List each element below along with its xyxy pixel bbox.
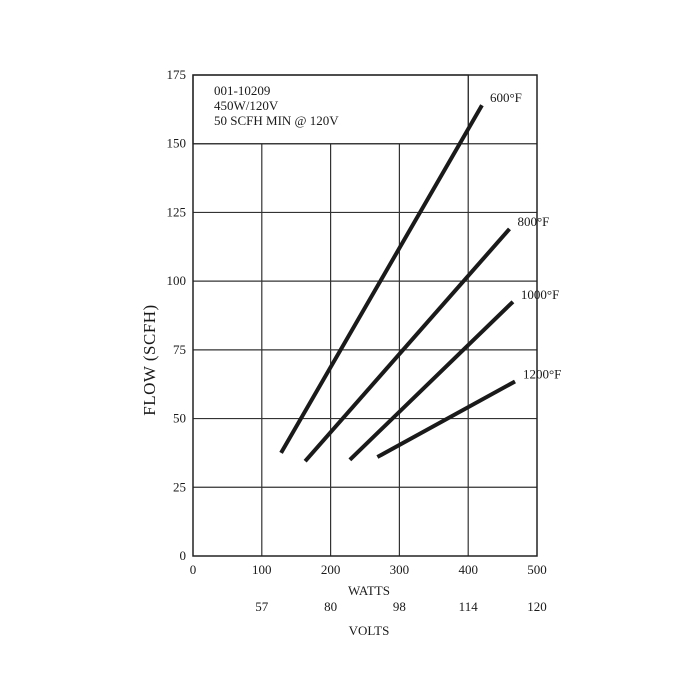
x-tick-labels: 0 100 200 300 400 500: [190, 562, 547, 577]
series-line: [303, 227, 511, 463]
series-line: [376, 379, 516, 459]
x-tick-label: 100: [252, 562, 272, 577]
y-tick-label: 100: [167, 273, 187, 288]
y-tick-label: 50: [173, 411, 186, 426]
y-tick-label: 150: [167, 136, 187, 151]
series-line: [279, 104, 484, 454]
volts-axis-title: VOLTS: [349, 623, 390, 638]
volts-tick-labels: 57 80 98 114 120: [255, 599, 546, 614]
y-tick-label: 0: [180, 548, 187, 563]
series-group: 600°F 800°F 1000°F 1200°F: [279, 90, 561, 463]
volts-tick-label: 120: [527, 599, 547, 614]
volts-tick-label: 80: [324, 599, 337, 614]
x-tick-label: 500: [527, 562, 547, 577]
x-tick-label: 0: [190, 562, 197, 577]
y-axis-title: FLOW (SCFH): [140, 304, 159, 415]
x-tick-label: 200: [321, 562, 341, 577]
x-axis-title: WATTS: [348, 583, 390, 598]
series-line: [348, 300, 515, 462]
plot-frame: [192, 74, 538, 557]
series-label: 1200°F: [523, 366, 561, 381]
y-tick-label: 25: [173, 479, 186, 494]
series-label: 600°F: [490, 90, 522, 105]
info-line-2: 450W/120V: [214, 98, 279, 113]
volts-tick-label: 114: [459, 599, 479, 614]
y-tick-labels: 0 25 50 75 100 125 150 175: [167, 67, 187, 563]
series-label: 800°F: [517, 214, 549, 229]
y-tick-label: 75: [173, 342, 186, 357]
y-tick-label: 125: [167, 204, 187, 219]
series-label: 1000°F: [521, 287, 559, 302]
volts-tick-label: 98: [393, 599, 406, 614]
x-tick-label: 300: [390, 562, 410, 577]
x-tick-label: 400: [458, 562, 478, 577]
y-tick-label: 175: [167, 67, 187, 82]
volts-tick-label: 57: [255, 599, 269, 614]
grid-lines: [193, 75, 537, 556]
info-line-1: 001-10209: [214, 83, 270, 98]
info-line-3: 50 SCFH MIN @ 120V: [214, 113, 339, 128]
